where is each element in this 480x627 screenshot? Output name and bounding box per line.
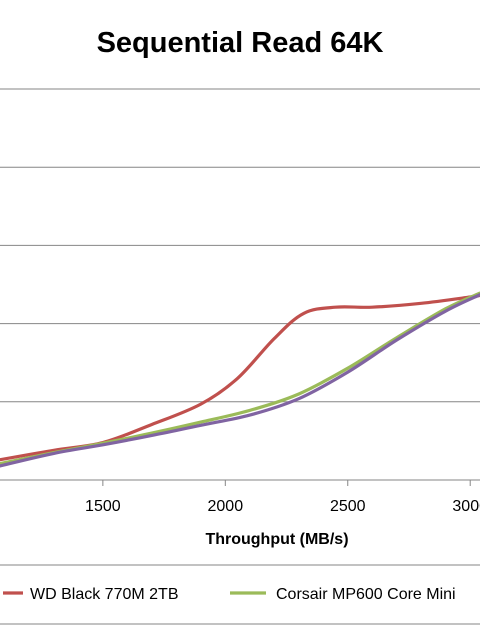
legend-label-wd-black-770m-2tb: WD Black 770M 2TB bbox=[30, 586, 178, 603]
legend: WD Black 770M 2TB Corsair MP600 Core Mini bbox=[0, 564, 480, 625]
x-axis: 1500 2000 2500 3000 bbox=[0, 479, 480, 515]
x-tick-label-2500: 2500 bbox=[330, 498, 366, 515]
legend-label-corsair-mp600-core-mini: Corsair MP600 Core Mini bbox=[276, 586, 456, 603]
x-axis-title: Throughput (MB/s) bbox=[205, 531, 348, 548]
chart-title: Sequential Read 64K bbox=[97, 27, 384, 59]
series-line-series-3 bbox=[0, 293, 480, 468]
x-tick-label-1500: 1500 bbox=[85, 498, 121, 515]
x-tick-label-3000: 3000 bbox=[452, 498, 480, 515]
x-tick-label-2000: 2000 bbox=[208, 498, 244, 515]
gridlines bbox=[0, 88, 480, 403]
plot-series bbox=[0, 291, 480, 468]
